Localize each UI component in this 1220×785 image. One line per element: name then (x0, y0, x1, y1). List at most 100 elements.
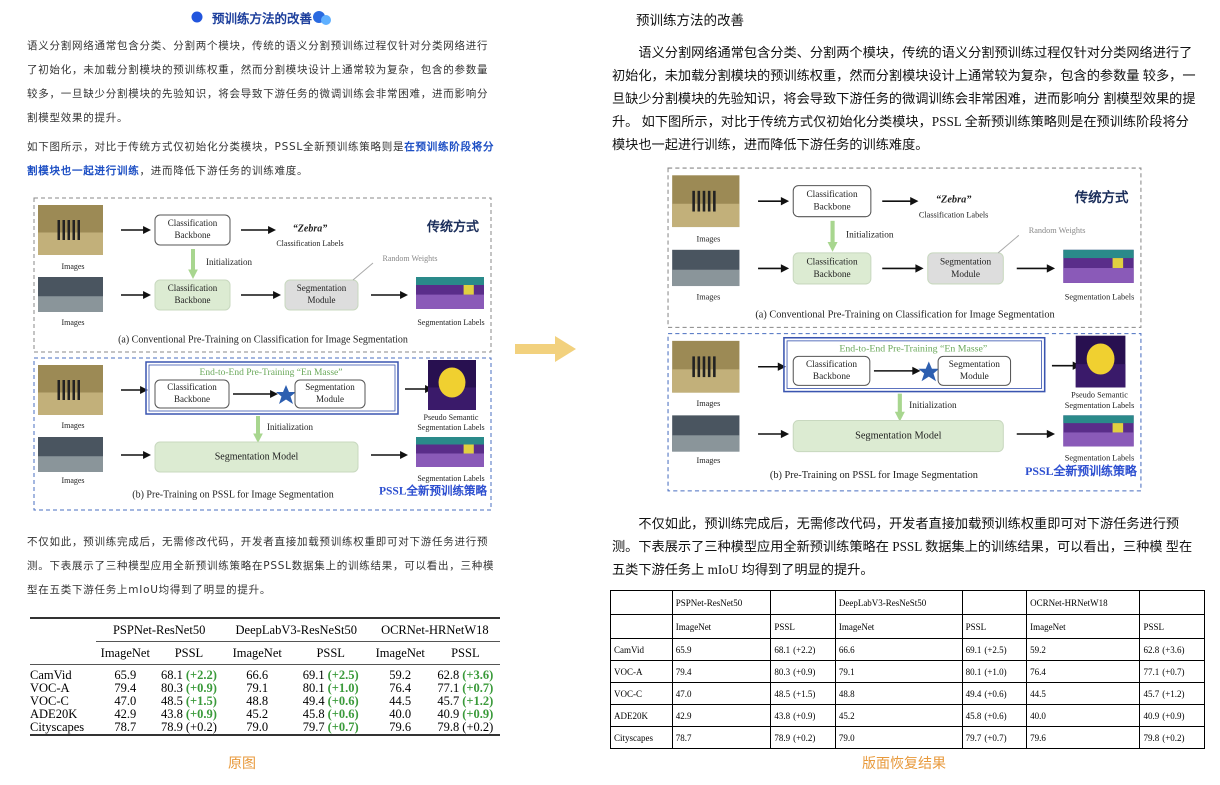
thumbnail (57, 380, 60, 400)
thumbnail (702, 190, 706, 212)
thumbnail (416, 277, 484, 285)
arrow-head (1046, 429, 1056, 439)
arrow-head (780, 196, 790, 206)
table-cell: 65.9 (671, 638, 772, 661)
label: Segmentation Labels (417, 318, 484, 327)
table-cell: 45.7 (+1.2) (1139, 682, 1205, 705)
table-cell: PSPNet-ResNet50 (95, 618, 223, 642)
cell-delta: (+3.6) (462, 668, 494, 682)
table-cell: 40.0 (389, 707, 412, 721)
thumbnail (697, 190, 701, 212)
thumbnail (67, 220, 70, 240)
table-cell: 78.9 (+0.2) (155, 721, 223, 735)
table-cell: DeepLabV3-ResNeSt50 (222, 618, 370, 642)
label: 传统方式 (426, 219, 479, 234)
panel (33, 197, 492, 353)
table-cell: 45.2 (834, 704, 963, 727)
heading: 预训练方法的改善 (636, 13, 744, 28)
label: Segmentation Labels (1065, 454, 1135, 463)
label: “Zebra” (293, 223, 327, 234)
label: Segmentation Labels (417, 423, 484, 432)
label: Classification Labels (276, 239, 343, 248)
table-cell: 79.0 (834, 726, 963, 749)
table-cell: 79.4 (671, 660, 772, 683)
module-box (154, 279, 231, 311)
label: Classification (168, 218, 218, 228)
arrow-head (780, 429, 790, 439)
table-cell: 47.0 (671, 682, 772, 705)
label: PSSL全新预训练策略 (1025, 464, 1138, 478)
table-cell (1139, 590, 1205, 615)
table-row: Cityscapes 78.7 78.9 (+0.2) 79.0 79.7 (+0.7) 79… (610, 726, 1205, 749)
thumbnail (77, 220, 80, 240)
cell-delta: (+0.7) (1162, 666, 1185, 677)
module-box (284, 279, 359, 311)
module-box (792, 420, 1004, 453)
arrow-head (253, 433, 263, 443)
cell-delta: (+1.0) (984, 666, 1007, 677)
table-cell: 79.4 (114, 681, 137, 695)
table-cell: 78.7 (671, 726, 772, 749)
label: Images (61, 318, 84, 327)
label: Backbone (813, 203, 850, 213)
cell-delta: (+0.9) (793, 666, 816, 677)
label: Module (960, 372, 989, 382)
label: Segmentation (940, 257, 991, 267)
table-row: PSPNet-ResNet50 DeepLabV3-ResNeSt50 OCRNet… (30, 618, 500, 642)
table-cell: ADE20K (30, 707, 78, 721)
label: Segmentation (297, 283, 347, 293)
module-box (792, 355, 871, 386)
cell-value: 43.8 (160, 707, 183, 721)
arrow-head (270, 389, 278, 399)
table-cell: PSSL (961, 614, 1028, 639)
thumbnail (1063, 268, 1134, 283)
label: Classification (167, 382, 217, 392)
label: Images (696, 234, 720, 243)
table-cell: 59.2 (1026, 638, 1141, 661)
thumbnail (62, 220, 65, 240)
label: Classification (806, 359, 857, 370)
middle-arrow (515, 336, 576, 362)
table-cell: 62.8 (+3.6) (1139, 638, 1205, 661)
label: Random Weights (1029, 226, 1086, 235)
table-cell: 49.4 (+0.6) (961, 682, 1028, 705)
table-cell: 80.1 (+1.0) (961, 660, 1028, 683)
figure: Images Classification Backbone “Zebra” Class… (33, 197, 492, 511)
thumbnail (38, 392, 103, 415)
table-cell: VOC-A (30, 681, 70, 695)
table-cell (30, 618, 96, 642)
table-row: VOC-C 47.0 48.5 (+1.5) 48.8 49.4 (+0.6) 44.5 45.… (610, 682, 1205, 705)
cell-delta: (+0.2) (185, 720, 217, 734)
thumbnail (38, 232, 103, 255)
table-cell: 80.1 (+1.0) (292, 682, 370, 695)
cell-value: 77.1 (1143, 666, 1160, 677)
table-cell: 78.7 (114, 720, 137, 734)
results-table: PSPNet-ResNet50 DeepLabV3-ResNeSt50 OCRNet… (610, 590, 1205, 749)
table-cell: DeepLabV3-ResNeSt50 (834, 590, 963, 615)
table-cell: 80.3 (+0.9) (770, 660, 836, 683)
label: Images (61, 421, 84, 430)
label: Backbone (175, 295, 211, 305)
table-cell: 65.9 (114, 668, 137, 682)
table-cell: 79.7 (+0.7) (961, 726, 1028, 749)
label: Backbone (175, 230, 211, 240)
thumbnail (416, 294, 484, 309)
cell-delta: (+0.7) (462, 681, 494, 695)
cell-delta: (+0.6) (327, 694, 359, 708)
label: Classification (806, 256, 857, 267)
module-box (792, 252, 872, 285)
cell-value: 43.8 (774, 710, 791, 721)
caption: 版面恢复结果 (862, 756, 946, 772)
cell-delta: (+1.0) (327, 681, 359, 695)
table-cell: 66.6 (834, 638, 963, 661)
cell-delta: (+0.9) (462, 707, 494, 721)
arrow-head (140, 385, 148, 395)
cell-value: 68.1 (774, 644, 791, 655)
table-cell: PSPNet-ResNet50 (671, 590, 772, 615)
table-cell: 69.1 (+2.5) (961, 638, 1028, 661)
label: Pseudo Semantic (424, 413, 479, 422)
arrow-head (777, 362, 786, 371)
table-cell: 48.8 (246, 694, 269, 708)
cell-value: 78.9 (161, 720, 183, 734)
